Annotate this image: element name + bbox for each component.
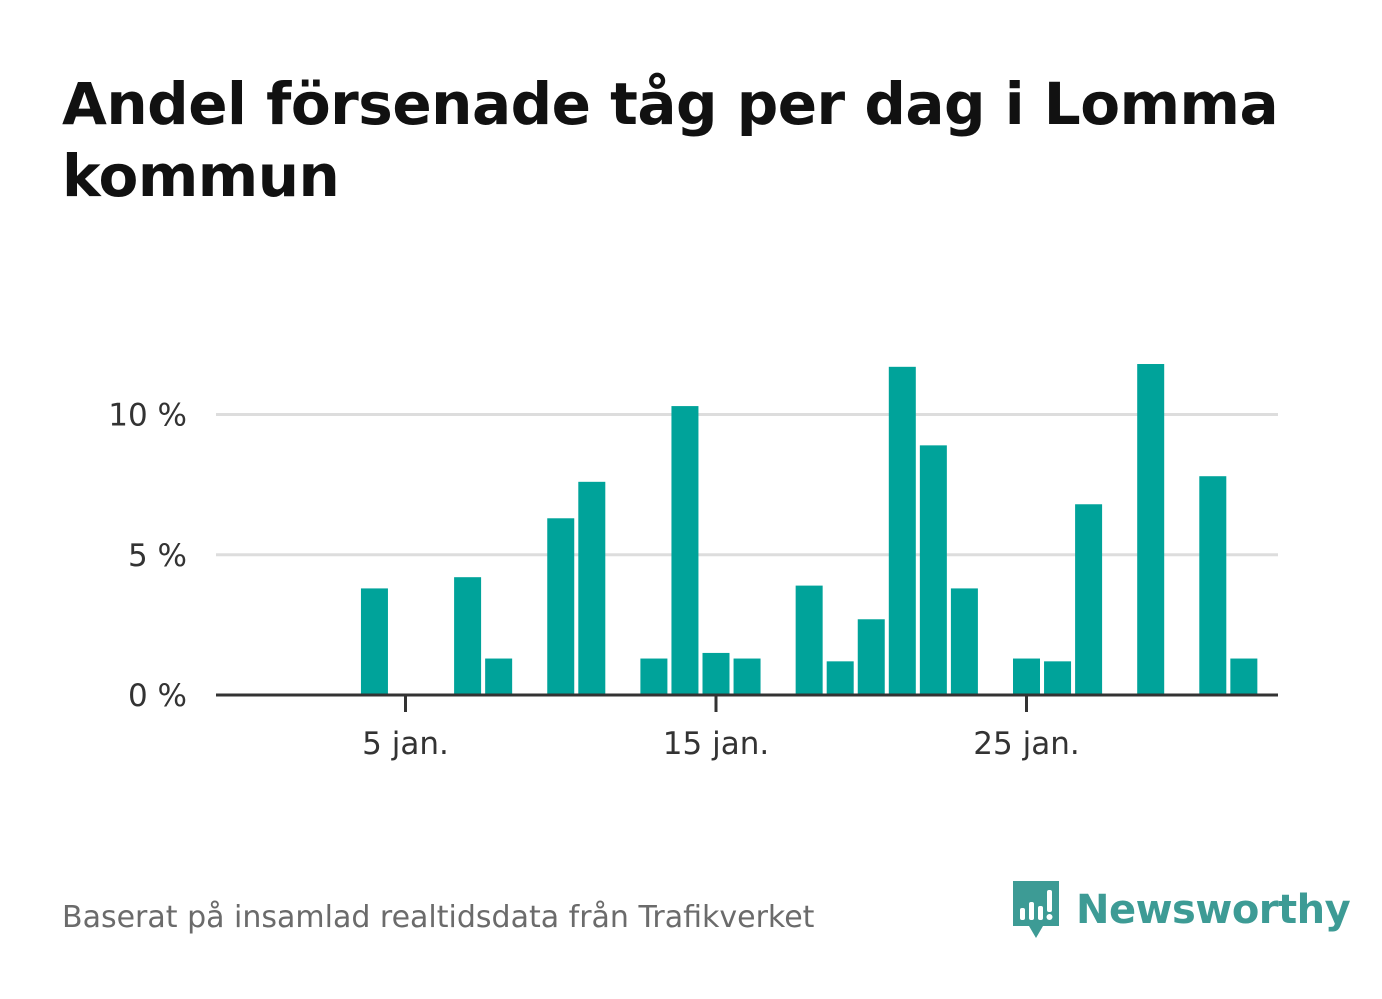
bar <box>547 518 575 695</box>
bar <box>1230 658 1258 695</box>
bar <box>1044 661 1072 695</box>
bar <box>640 658 668 695</box>
bar <box>733 658 761 695</box>
brand-name: Newsworthy <box>1076 887 1351 933</box>
bars <box>360 364 1258 695</box>
y-tick-label: 10 % <box>108 398 187 434</box>
source-note: Baserat på insamlad realtidsdata från Tr… <box>62 900 815 935</box>
bar <box>702 652 730 695</box>
bar <box>826 661 854 695</box>
newsworthy-logo-icon <box>1013 881 1059 938</box>
bar <box>454 577 482 695</box>
bar <box>888 366 916 695</box>
chart-title: Andel försenade tåg per dag i Lomma komm… <box>62 70 1279 210</box>
bar <box>857 619 885 695</box>
x-axis-ticks: 5 jan. 15 jan. 25 jan. <box>362 695 1080 762</box>
bar <box>578 481 606 695</box>
gridlines <box>216 413 1278 557</box>
bar <box>950 588 978 695</box>
bar <box>1199 476 1227 695</box>
x-tick-label: 25 jan. <box>973 726 1079 762</box>
x-tick-label: 5 jan. <box>362 726 449 762</box>
bar <box>1137 364 1165 695</box>
x-tick-label: 15 jan. <box>663 726 769 762</box>
bar <box>919 445 947 695</box>
y-axis-ticks: 0 % 5 % 10 % <box>108 398 187 715</box>
bar <box>485 658 513 695</box>
y-tick-label: 0 % <box>128 678 187 714</box>
brand-logo: Newsworthy <box>1010 878 1351 942</box>
bar <box>1075 504 1103 695</box>
bar <box>671 406 699 695</box>
bar <box>795 585 823 695</box>
bar <box>360 588 388 695</box>
bar <box>1013 658 1040 695</box>
y-tick-label: 5 % <box>128 538 187 574</box>
